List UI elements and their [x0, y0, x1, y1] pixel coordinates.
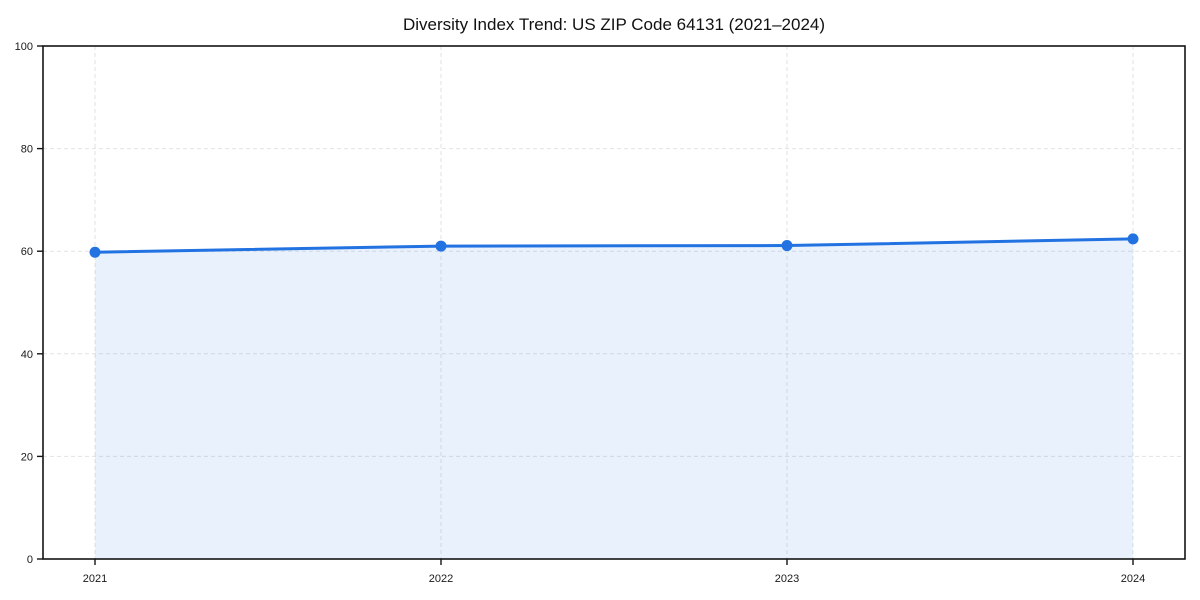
x-tick-label: 2022	[429, 573, 453, 585]
x-tick-label: 2023	[775, 573, 799, 585]
chart-title: Diversity Index Trend: US ZIP Code 64131…	[403, 15, 825, 34]
axes	[37, 45, 1186, 565]
x-tick-label: 2021	[83, 573, 107, 585]
series-line	[93, 237, 1135, 254]
data-points	[89, 233, 1139, 258]
y-tick-label: 40	[21, 349, 33, 361]
data-point-marker	[435, 240, 447, 252]
axis-tick-labels: 0 20 40 60 80 100 2021 2022 2023 2024	[15, 41, 1146, 585]
y-tick-label: 0	[27, 554, 33, 566]
plot-border	[42, 45, 1186, 560]
trend-line	[93, 237, 1135, 254]
y-tick-label: 20	[21, 451, 33, 463]
y-tick-label: 80	[21, 144, 33, 156]
data-point-marker	[1127, 233, 1139, 245]
y-tick-label: 100	[15, 41, 33, 53]
area-fill	[95, 238, 1133, 559]
x-tick-label: 2024	[1121, 573, 1145, 585]
y-tick-label: 60	[21, 246, 33, 258]
data-point-marker	[89, 246, 101, 258]
data-point-marker	[781, 240, 793, 252]
area-fill-region	[95, 238, 1133, 559]
